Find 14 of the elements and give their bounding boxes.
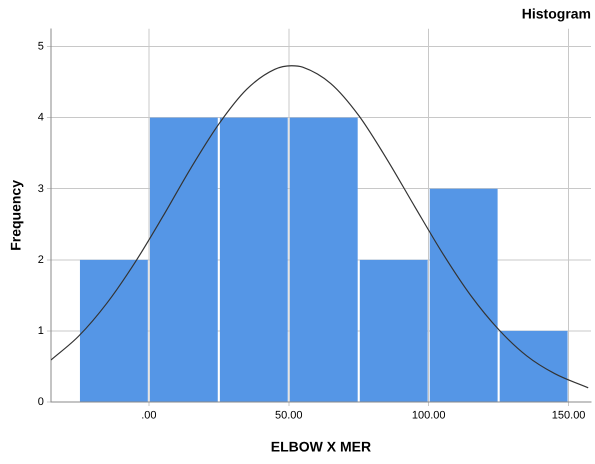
x-tick-label: 150.00 xyxy=(552,410,586,422)
x-axis-title: ELBOW X MER xyxy=(270,438,372,454)
x-tick-label: .00 xyxy=(141,410,157,422)
y-axis-title: Frequency xyxy=(7,180,24,251)
x-tick-label: 50.00 xyxy=(275,410,303,422)
y-tick-label: 5 xyxy=(38,40,44,53)
y-tick-label: 1 xyxy=(38,324,44,337)
y-tick-label: 0 xyxy=(38,396,44,408)
y-tick-label: 2 xyxy=(38,254,44,266)
x-tick-label: 100.00 xyxy=(412,410,446,422)
y-tick-label: 4 xyxy=(38,112,44,124)
y-tick-label: 3 xyxy=(38,182,44,195)
chart-title: Histogram xyxy=(522,5,591,22)
line-series xyxy=(50,65,589,388)
